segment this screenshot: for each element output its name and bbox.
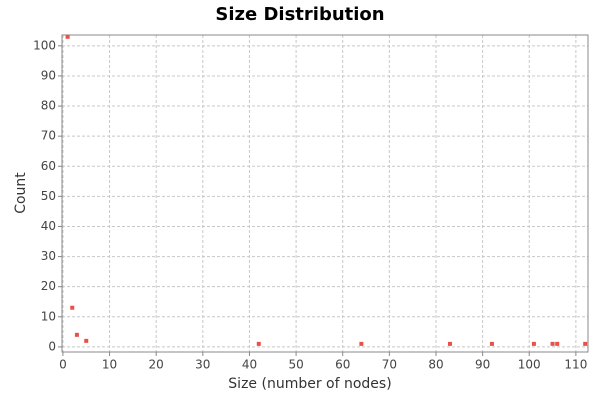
point (359, 341, 364, 346)
x-tick-label: 30 (195, 358, 210, 372)
x-tick-label: 60 (335, 358, 350, 372)
point (550, 341, 555, 346)
chart-title: Size Distribution (215, 4, 384, 25)
x-axis-label: Size (number of nodes) (228, 376, 391, 392)
x-tick-label: 70 (382, 358, 397, 372)
y-tick-label: 20 (41, 279, 56, 293)
x-tick-label: 90 (475, 358, 490, 372)
y-tick-label: 90 (41, 68, 56, 82)
point (583, 341, 588, 346)
y-tick-label: 60 (41, 159, 56, 173)
x-tick-label: 0 (59, 358, 67, 372)
point (447, 341, 452, 346)
point (65, 34, 70, 39)
x-tick-label: 20 (149, 358, 164, 372)
point (74, 332, 79, 337)
point (531, 341, 536, 346)
y-axis-label: Count (13, 172, 29, 214)
x-tick-label: 110 (564, 358, 587, 372)
y-tick-label: 10 (41, 309, 56, 323)
y-tick-label: 0 (48, 339, 56, 353)
x-tick-label: 40 (242, 358, 257, 372)
y-tick-label: 100 (33, 38, 56, 52)
x-tick-label: 10 (102, 358, 117, 372)
x-tick-label: 80 (428, 358, 443, 372)
point (70, 305, 75, 310)
y-tick-label: 80 (41, 99, 56, 113)
y-tick-label: 70 (41, 129, 56, 143)
y-tick-label: 50 (41, 189, 56, 203)
y-tick-label: 30 (41, 249, 56, 263)
y-tick-label: 40 (41, 219, 56, 233)
point (256, 341, 261, 346)
point (489, 341, 494, 346)
point (84, 338, 89, 343)
plot-frame (61, 34, 589, 353)
point (555, 341, 560, 346)
x-tick-label: 100 (518, 358, 541, 372)
x-tick-label: 50 (288, 358, 303, 372)
